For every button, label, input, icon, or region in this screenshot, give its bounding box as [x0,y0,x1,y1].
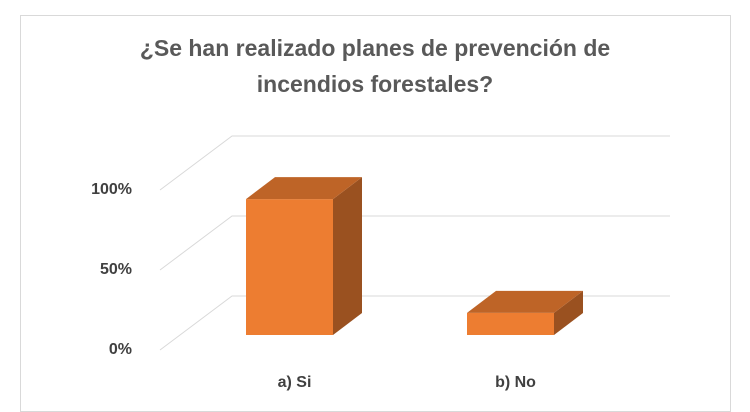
bar-top [467,290,583,313]
bar-side [554,290,583,335]
grid-line [159,135,670,191]
x-tick-label: a) Si [278,374,312,391]
x-tick-label: b) No [495,374,536,391]
y-tick-label: 50% [100,261,132,278]
chart-title: ¿Se han realizado planes de prevención d… [139,35,611,97]
bar-front [467,312,554,335]
bar-side [333,177,362,335]
y-tick-label: 0% [109,341,132,358]
bar-front [246,199,333,335]
bar-top [246,177,362,200]
grid-line [159,295,670,351]
grid-line [159,215,670,271]
y-tick-label: 100% [91,181,132,198]
